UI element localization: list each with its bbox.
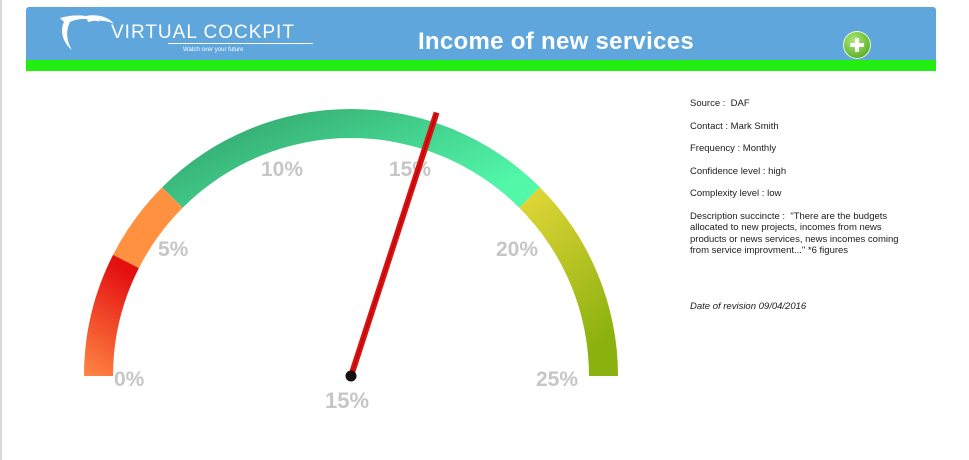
swoosh-logo-icon bbox=[60, 15, 114, 51]
gauge-tick-label: 5% bbox=[158, 238, 189, 261]
logo-tagline: Watch over your future bbox=[183, 47, 244, 53]
gauge-band-yellow bbox=[519, 187, 618, 376]
page-title: Income of new services bbox=[417, 28, 695, 55]
gauge-tick-label: 20% bbox=[496, 238, 538, 261]
indicator-info-panel: Source : DAF Contact : Mark Smith Freque… bbox=[690, 98, 915, 322]
gauge-tick-label: 0% bbox=[114, 368, 145, 391]
info-revision-date: Date of revision 09/04/2016 bbox=[690, 300, 807, 312]
logo-underline bbox=[168, 43, 313, 44]
info-source: Source : DAF bbox=[690, 98, 750, 109]
gauge-band-orange bbox=[113, 187, 183, 268]
gauge-needle-outline bbox=[350, 112, 438, 377]
info-description: Description succincte : "There are the b… bbox=[690, 210, 902, 257]
virtual-cockpit-logo: VIRTUAL COCKPIT Watch over your future bbox=[56, 12, 313, 60]
gauge-tick-label: 25% bbox=[536, 368, 578, 391]
gauge-band-green bbox=[162, 109, 540, 208]
gauge-needle-pivot bbox=[345, 370, 357, 382]
logo-brand-text: VIRTUAL COCKPIT bbox=[111, 22, 295, 43]
gauge-value-label: 15% bbox=[325, 388, 369, 413]
info-complexity: Complexity level : low bbox=[690, 188, 782, 199]
header-accent-bar bbox=[26, 60, 936, 71]
window-left-border bbox=[0, 0, 2, 460]
info-confidence: Confidence level : high bbox=[690, 165, 787, 177]
gauge-tick-label: 15% bbox=[389, 158, 431, 181]
gauge-band-red bbox=[84, 254, 139, 376]
gauge-tick-label: 10% bbox=[261, 158, 303, 181]
info-frequency: Frequency : Monthly bbox=[690, 143, 777, 154]
info-contact: Contact : Mark Smith bbox=[690, 120, 779, 132]
header: VIRTUAL COCKPIT Watch over your future I… bbox=[26, 7, 936, 62]
add-button[interactable] bbox=[843, 31, 871, 59]
